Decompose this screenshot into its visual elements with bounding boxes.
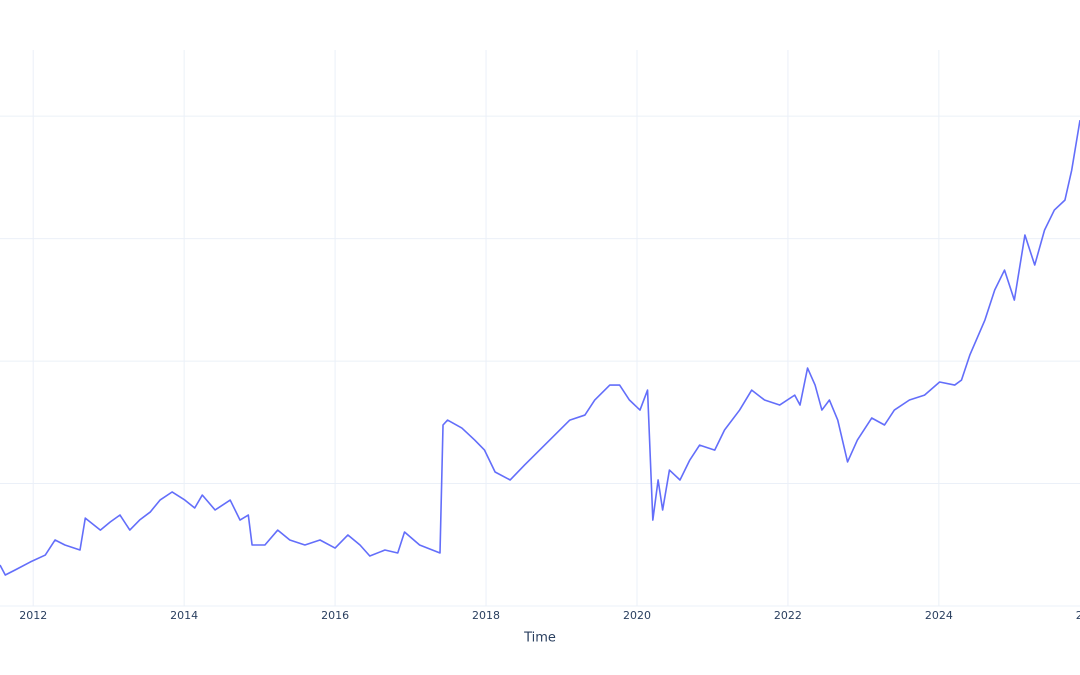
x-tick-label: 2016 [321, 609, 349, 622]
x-axis-title: Time [523, 631, 556, 646]
plot [0, 120, 1080, 576]
grid [0, 50, 1080, 607]
x-tick-label: 2018 [472, 609, 500, 622]
line-series [0, 120, 1080, 576]
x-tick-label: 2014 [170, 609, 198, 622]
x-tick-label: 2026 [1076, 609, 1080, 622]
x-tick-label: 2024 [925, 609, 953, 622]
x-tick-label: 2012 [19, 609, 47, 622]
x-tick-label: 2020 [623, 609, 651, 622]
x-tick-label: 2022 [774, 609, 802, 622]
